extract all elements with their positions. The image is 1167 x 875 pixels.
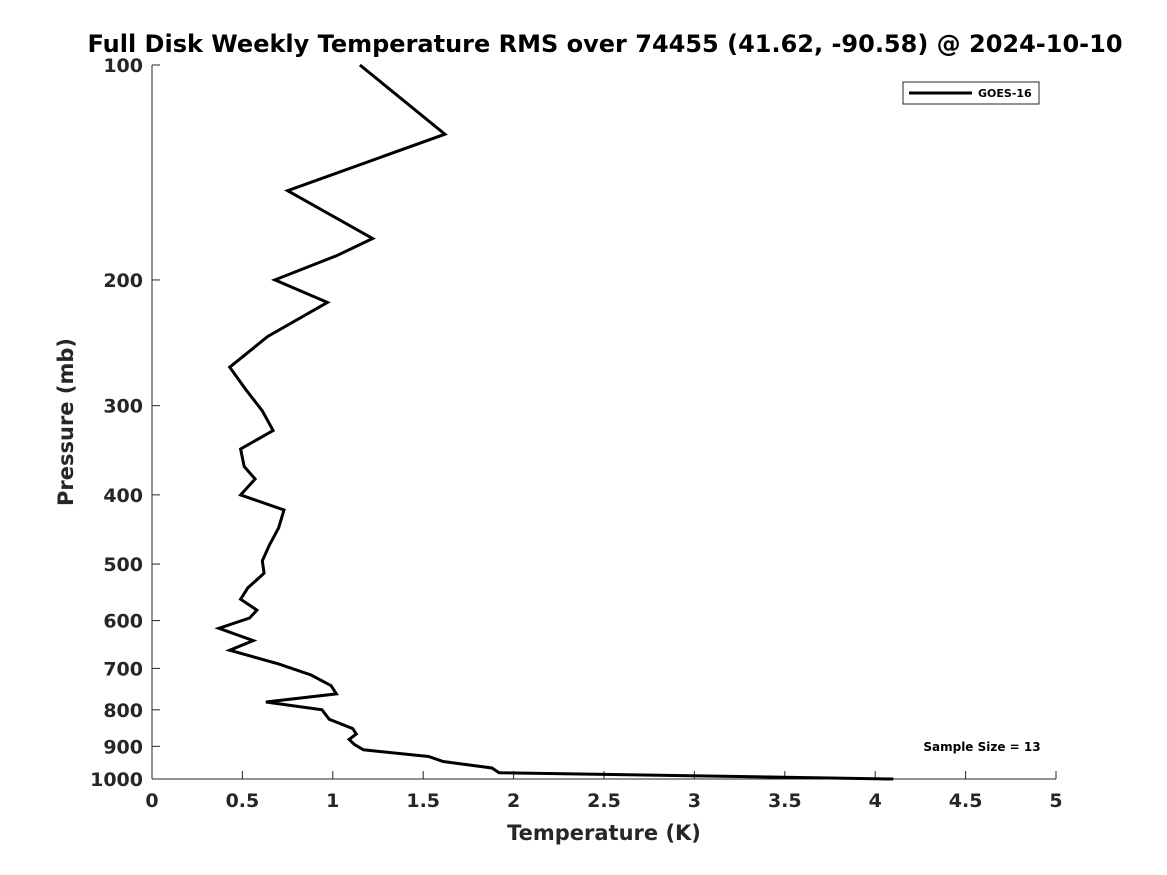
- x-tick-label: 1.5: [406, 790, 440, 812]
- y-tick-label: 600: [103, 611, 143, 633]
- x-tick-label: 4: [869, 790, 882, 812]
- x-tick-label: 1: [326, 790, 339, 812]
- legend-entry-goes-16: GOES-16: [978, 87, 1032, 100]
- y-tick-label: 200: [103, 270, 143, 292]
- y-axis-label: Pressure (mb): [54, 338, 78, 506]
- x-axis-label: Temperature (K): [507, 821, 701, 845]
- y-tick-label: 500: [103, 554, 143, 576]
- y-ticks: 100 200 300 400 500 600 700 800 900 1000: [90, 55, 160, 791]
- series-group: [214, 63, 894, 781]
- x-ticks: 0 0.5 1 1.5 2 2.5 3 3.5 4 4.5 5: [145, 771, 1063, 812]
- x-tick-label: 3.5: [768, 790, 802, 812]
- legend: GOES-16: [902, 81, 1040, 105]
- y-tick-label: 1000: [90, 769, 143, 791]
- y-tick-label: 800: [103, 700, 143, 722]
- x-tick-label: 5: [1049, 790, 1062, 812]
- x-tick-label: 2.5: [587, 790, 621, 812]
- x-tick-label: 3: [688, 790, 701, 812]
- chart-title: Full Disk Weekly Temperature RMS over 74…: [87, 30, 1122, 58]
- y-tick-label: 100: [103, 55, 143, 77]
- x-tick-label: 0: [145, 790, 158, 812]
- x-tick-label: 4.5: [949, 790, 983, 812]
- x-tick-label: 0.5: [226, 790, 260, 812]
- sample-size-annotation: Sample Size = 13: [923, 740, 1040, 754]
- x-tick-label: 2: [507, 790, 520, 812]
- y-tick-label: 900: [103, 736, 143, 758]
- plot-area: [152, 65, 1056, 779]
- y-tick-label: 700: [103, 658, 143, 680]
- y-tick-label: 300: [103, 396, 143, 418]
- y-tick-label: 400: [103, 485, 143, 507]
- series-line-goes-16: [214, 63, 894, 781]
